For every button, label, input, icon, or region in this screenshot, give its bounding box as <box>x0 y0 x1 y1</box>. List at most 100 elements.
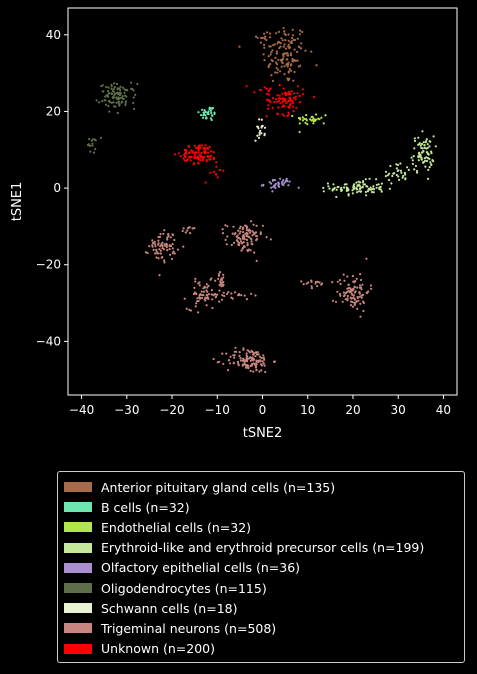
point-series-0 <box>289 52 292 55</box>
point-series-8 <box>276 113 279 116</box>
point-series-5 <box>118 94 121 97</box>
point-series-7 <box>348 291 351 294</box>
point-series-7 <box>239 225 242 228</box>
point-series-0 <box>283 73 286 76</box>
point-series-7 <box>269 238 272 241</box>
point-series-0 <box>290 41 293 45</box>
point-series-8 <box>173 153 177 156</box>
point-series-0 <box>269 62 272 66</box>
point-series-7 <box>194 305 197 308</box>
point-series-7 <box>154 243 157 246</box>
point-series-8 <box>209 158 212 161</box>
legend-item: Schwann cells (n=18) <box>64 598 464 618</box>
point-series-0 <box>263 43 266 47</box>
point-series-7 <box>250 242 253 245</box>
point-series-7 <box>225 352 228 355</box>
point-series-8 <box>208 145 211 149</box>
point-series-7 <box>356 307 359 310</box>
point-series-5 <box>88 144 91 147</box>
point-series-7 <box>331 281 334 284</box>
point-series-3 <box>384 170 388 173</box>
point-series-8 <box>201 144 204 147</box>
point-series-7 <box>370 287 373 290</box>
point-series-7 <box>212 357 215 361</box>
point-series-2 <box>317 117 320 120</box>
point-series-7 <box>369 284 373 287</box>
point-series-0 <box>281 61 284 65</box>
point-series-7 <box>360 278 363 282</box>
point-series-4 <box>270 182 273 185</box>
point-series-3 <box>388 172 391 175</box>
point-series-7 <box>241 359 244 362</box>
point-series-3 <box>430 150 433 153</box>
point-series-0 <box>280 37 283 40</box>
point-series-0 <box>276 68 280 71</box>
point-series-7 <box>246 241 249 244</box>
point-series-8 <box>292 109 295 113</box>
point-series-5 <box>122 86 125 89</box>
legend-swatch <box>64 522 92 533</box>
point-series-1 <box>208 106 211 109</box>
point-series-7 <box>171 243 174 246</box>
point-series-7 <box>233 350 236 353</box>
point-series-1 <box>209 117 212 120</box>
point-series-5 <box>94 139 97 142</box>
point-series-8 <box>215 161 218 164</box>
point-series-7 <box>318 281 321 284</box>
x-tick-label: −10 <box>205 403 230 417</box>
point-series-3 <box>393 172 396 175</box>
point-series-7 <box>155 250 158 253</box>
point-series-7 <box>246 244 249 247</box>
point-series-8 <box>288 104 292 107</box>
point-series-7 <box>247 367 250 370</box>
point-series-4 <box>271 178 274 182</box>
point-series-7 <box>302 283 305 286</box>
point-series-7 <box>195 292 198 296</box>
point-series-5 <box>92 151 96 154</box>
point-series-3 <box>396 169 399 173</box>
point-series-7 <box>307 281 310 284</box>
point-series-0 <box>293 48 296 51</box>
point-series-7 <box>207 297 210 300</box>
point-series-7 <box>200 293 203 296</box>
point-series-7 <box>238 232 241 235</box>
point-series-5 <box>122 97 125 100</box>
point-series-3 <box>328 187 331 190</box>
point-series-3 <box>425 138 428 141</box>
point-series-7 <box>354 290 357 293</box>
point-series-7 <box>349 288 353 291</box>
point-series-3 <box>425 156 428 159</box>
point-series-5 <box>108 110 111 113</box>
point-series-7 <box>245 228 248 232</box>
point-series-0 <box>285 63 288 66</box>
point-series-4 <box>273 184 276 187</box>
point-series-8 <box>198 144 201 147</box>
point-series-8 <box>282 114 285 117</box>
legend-item: Endothelial cells (n=32) <box>64 517 464 537</box>
point-series-0 <box>274 71 277 74</box>
point-series-0 <box>282 54 285 57</box>
point-series-0 <box>304 49 307 52</box>
point-series-8 <box>294 95 297 98</box>
point-series-7 <box>239 357 242 360</box>
point-series-7 <box>169 236 172 239</box>
point-series-7 <box>334 300 338 303</box>
point-series-7 <box>351 275 354 278</box>
point-series-7 <box>351 293 354 296</box>
point-series-7 <box>170 257 174 261</box>
point-series-7 <box>216 293 219 296</box>
point-series-5 <box>124 100 128 103</box>
point-series-7 <box>186 229 189 232</box>
point-series-2 <box>312 122 315 125</box>
point-series-7 <box>159 249 162 252</box>
point-series-3 <box>362 180 365 183</box>
point-series-7 <box>341 300 344 303</box>
point-series-8 <box>201 159 204 162</box>
point-series-7 <box>261 360 264 363</box>
point-series-7 <box>255 353 259 356</box>
point-series-5 <box>121 95 124 98</box>
point-series-5 <box>126 89 129 92</box>
point-series-7 <box>338 279 341 282</box>
point-series-8 <box>298 94 301 97</box>
point-series-8 <box>197 149 200 152</box>
